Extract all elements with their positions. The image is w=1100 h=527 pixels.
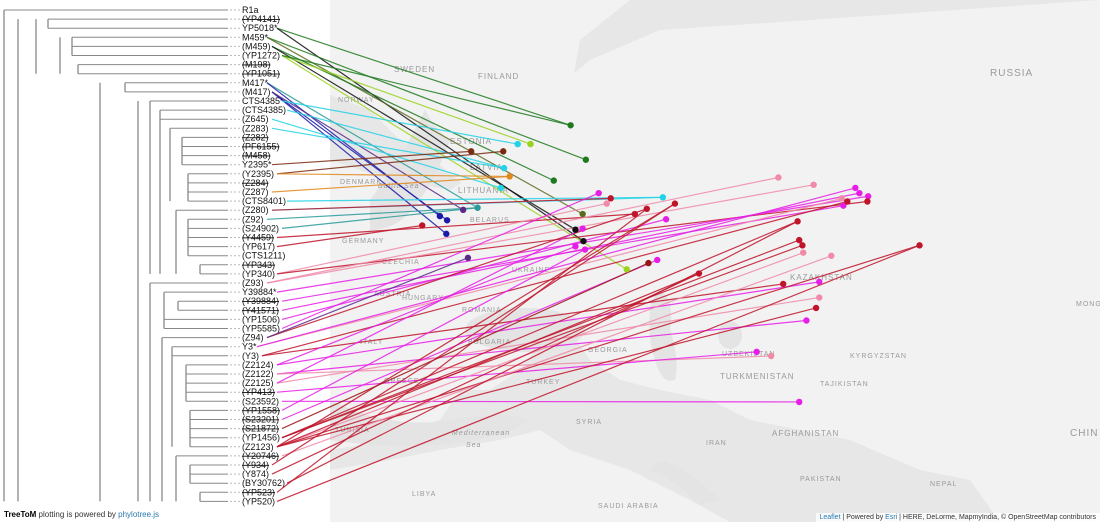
map-attribution: Leaflet | Powered by Esri | HERE, DeLorm… bbox=[816, 513, 1100, 522]
map-place-label: TURKMENISTAN bbox=[720, 372, 795, 381]
map-place-label: NEPAL bbox=[930, 481, 957, 488]
map-place-label: LIBYA bbox=[412, 491, 436, 498]
map-place-label: Mediterranean bbox=[452, 430, 510, 437]
map-place-label: SWEDEN bbox=[394, 65, 435, 74]
map-place-label: TUNISIA bbox=[335, 427, 370, 434]
attribution-sources: | HERE, DeLorme, MapmyIndia, © OpenStree… bbox=[897, 514, 1096, 521]
map-place-label: GERMANY bbox=[342, 238, 384, 245]
phylogenetic-tree-panel: R1a(YP4141)YP5018*M459*(M459)(YP1272)(M1… bbox=[0, 0, 330, 522]
phylogenetic-tree[interactable]: R1a(YP4141)YP5018*M459*(M459)(YP1272)(M1… bbox=[0, 0, 330, 522]
footer-credit: TreeToM plotting is powered by phylotree… bbox=[4, 510, 159, 519]
map-canvas[interactable]: RUSSIA SWEDEN FINLAND NORWAY ESTONIA LATVIA LI… bbox=[330, 0, 1100, 522]
map-place-label: GEORGIA bbox=[588, 347, 628, 354]
attribution-separator: | Powered by bbox=[841, 514, 886, 521]
map-place-label: KAZAKHSTAN bbox=[790, 273, 853, 282]
esri-link[interactable]: Esri bbox=[885, 514, 897, 521]
map-place-label: CHIN bbox=[1070, 428, 1098, 439]
map-place-label: HUNGARY bbox=[402, 295, 444, 302]
map-place-label: UKRAINE bbox=[512, 267, 550, 274]
map-place-label: GREECE bbox=[384, 378, 420, 385]
credit-text: plotting is powered by bbox=[36, 510, 118, 519]
brand-name: TreeToM bbox=[4, 510, 36, 519]
phylotree-link[interactable]: phylotree.js bbox=[118, 510, 159, 519]
map-place-label: Sea bbox=[466, 442, 481, 449]
map-place-label: ESTONIA bbox=[450, 137, 492, 146]
map-place-label: ITALY bbox=[360, 339, 383, 346]
map-place-label: KYRGYZSTAN bbox=[850, 353, 907, 360]
map-place-label: SYRIA bbox=[576, 419, 602, 426]
map-place-label: LATVIA bbox=[470, 163, 503, 172]
map-place-label: PAKISTAN bbox=[800, 476, 842, 483]
map-place-label: FINLAND bbox=[478, 72, 519, 81]
tree-branches bbox=[4, 10, 228, 501]
map-place-label: TAJIKISTAN bbox=[820, 381, 869, 388]
map-place-label: BULGARIA bbox=[468, 339, 511, 346]
map-place-label: Baltic Sea bbox=[378, 183, 420, 190]
map-place-label: AFGHANISTAN bbox=[772, 429, 839, 438]
map-place-label: TURKEY bbox=[526, 379, 560, 386]
aral-sea bbox=[718, 321, 742, 349]
map-place-label: DENMARK bbox=[340, 179, 382, 186]
map-panel[interactable]: RUSSIA SWEDEN FINLAND NORWAY ESTONIA LATVIA LI… bbox=[330, 0, 1100, 522]
leaflet-link[interactable]: Leaflet bbox=[820, 514, 841, 521]
map-place-label: RUSSIA bbox=[990, 68, 1033, 79]
map-place-label: MONG bbox=[1076, 301, 1100, 308]
tip-label: (YP520) bbox=[242, 496, 275, 506]
map-place-label: UZBEKISTAN bbox=[722, 351, 775, 358]
map-place-label: ROMANIA bbox=[462, 307, 502, 314]
map-place-label: LITHUANIA bbox=[458, 186, 509, 195]
map-place-label: IRAN bbox=[706, 440, 727, 447]
map-place-label: CZECHIA bbox=[382, 259, 420, 266]
tree-tip[interactable]: (YP520) bbox=[230, 496, 275, 506]
map-place-label: SAUDI ARABIA bbox=[598, 503, 659, 510]
map-place-label: NORWAY bbox=[338, 97, 375, 104]
map-place-label: BELARUS bbox=[470, 217, 510, 224]
